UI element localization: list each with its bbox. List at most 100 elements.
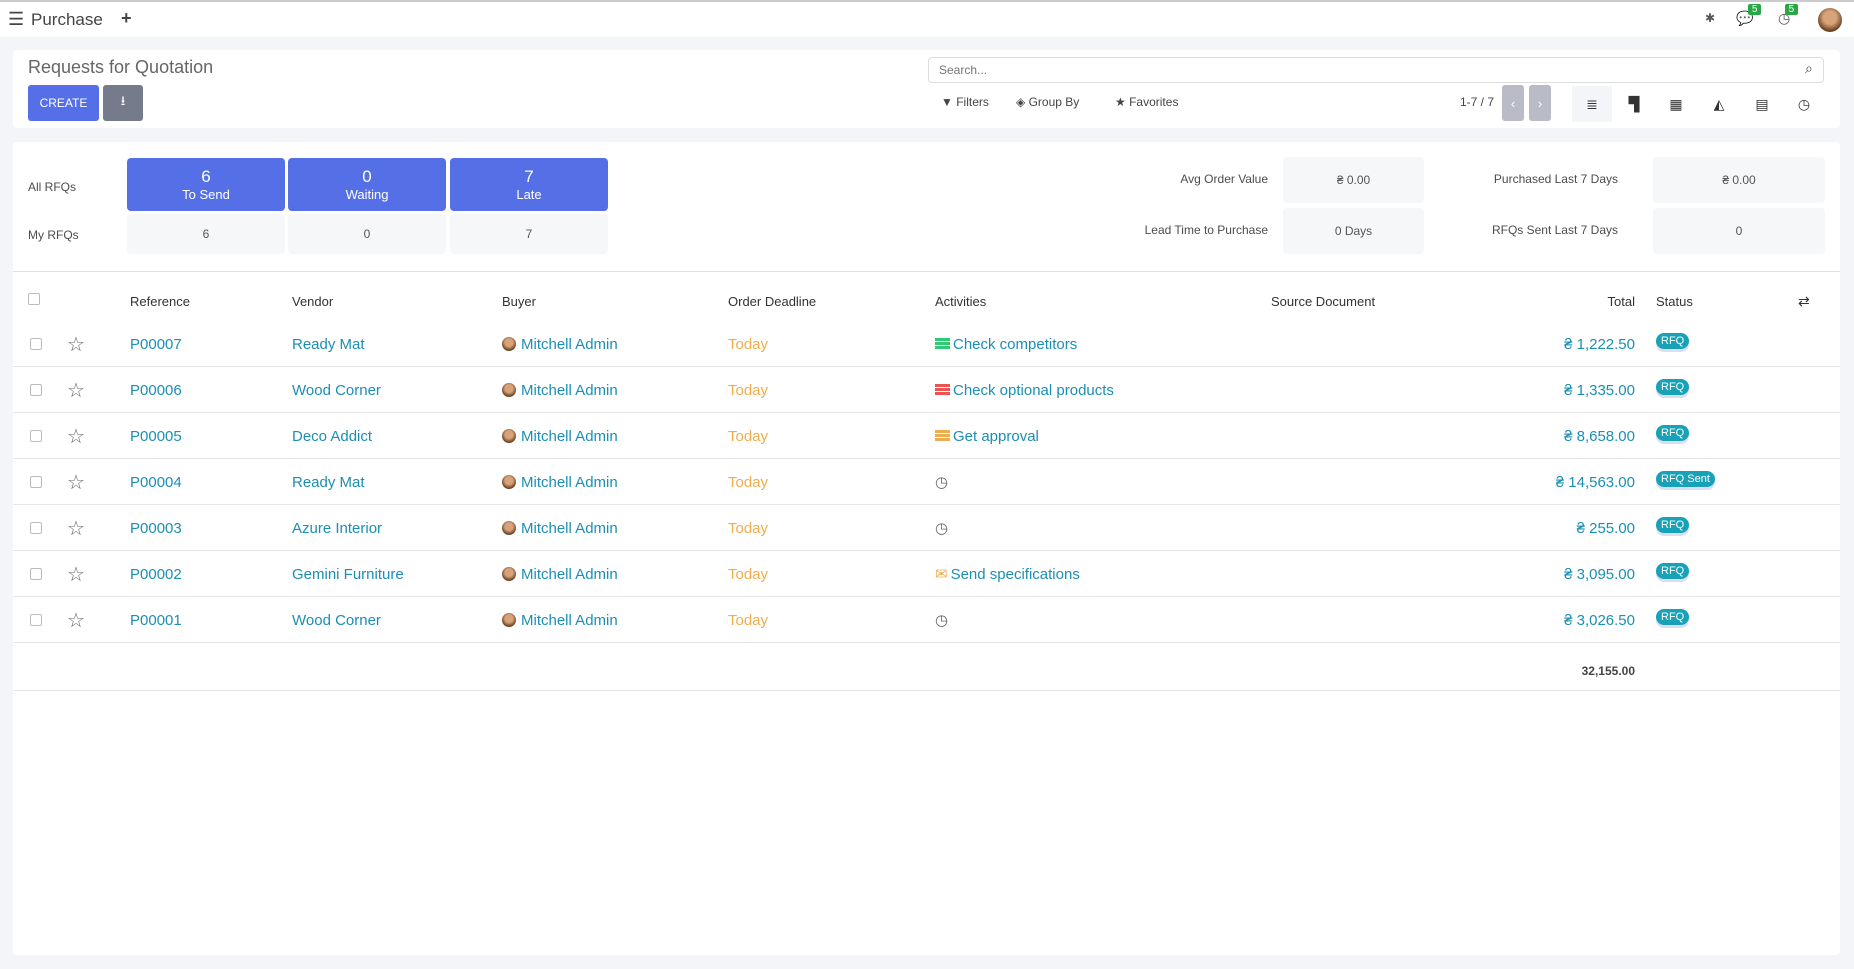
vendor[interactable]: Azure Interior <box>292 519 383 537</box>
reference[interactable]: P00006 <box>130 381 182 399</box>
new-plus-icon[interactable]: + <box>121 8 132 28</box>
row-checkbox[interactable] <box>30 568 42 580</box>
col-activities[interactable]: Activities <box>935 293 987 309</box>
row-checkbox[interactable] <box>30 476 42 488</box>
table-row[interactable]: ☆ P00002 Gemini Furniture Mitchell Admin Tod… <box>13 551 1840 597</box>
activity[interactable]: ◷ <box>935 459 952 505</box>
total: ₴ 255.00 <box>1576 519 1635 537</box>
my-late[interactable]: 7 <box>450 214 608 254</box>
table-row[interactable]: ☆ P00003 Azure Interior Mitchell Admin Today… <box>13 505 1840 551</box>
star-icon[interactable]: ☆ <box>67 379 85 402</box>
table-row[interactable]: ☆ P00004 Ready Mat Mitchell Admin Today ◷ ₴ 14… <box>13 459 1840 505</box>
buyer[interactable]: Mitchell Admin <box>502 367 618 413</box>
activity[interactable]: Get approval <box>935 413 1039 459</box>
activity[interactable]: Check optional products <box>935 367 1114 413</box>
star-icon[interactable]: ☆ <box>67 425 85 448</box>
stat-waiting[interactable]: 0 Waiting <box>288 158 446 211</box>
activity[interactable]: ◷ <box>935 505 952 551</box>
calendar-view-icon[interactable]: ▤ <box>1755 95 1769 112</box>
kanban-view-icon[interactable]: ▜ <box>1628 95 1640 112</box>
pager-previous-button[interactable]: ‹ <box>1502 85 1524 121</box>
messages-icon[interactable]: 💬 5 <box>1736 4 1762 27</box>
graph-view-icon[interactable]: ◭ <box>1713 95 1725 112</box>
envelope-icon: ✉ <box>935 566 948 583</box>
reference[interactable]: P00001 <box>130 611 182 629</box>
stat-late[interactable]: 7 Late <box>450 158 608 211</box>
vendor[interactable]: Deco Addict <box>292 427 373 445</box>
list-view-icon[interactable]: ≣ <box>1572 86 1612 122</box>
buyer[interactable]: Mitchell Admin <box>502 597 618 643</box>
vendor[interactable]: Wood Corner <box>292 381 381 399</box>
buyer[interactable]: Mitchell Admin <box>502 505 618 551</box>
user-avatar[interactable] <box>1818 8 1842 32</box>
table-row[interactable]: ☆ P00006 Wood Corner Mitchell Admin Today Che… <box>13 367 1840 413</box>
activity[interactable]: ◷ <box>935 597 952 643</box>
divider <box>13 271 1840 272</box>
stat-to-send[interactable]: 6 To Send <box>127 158 285 211</box>
col-source-document[interactable]: Source Document <box>1271 293 1376 309</box>
app-name[interactable]: Purchase <box>31 10 103 29</box>
reference[interactable]: P00007 <box>130 335 182 353</box>
clock-icon[interactable]: ◷ <box>935 520 949 537</box>
pivot-view-icon[interactable]: ▦ <box>1669 95 1683 112</box>
favorites-label: Favorites <box>1129 95 1179 109</box>
my-to-send[interactable]: 6 <box>127 214 285 254</box>
buyer[interactable]: Mitchell Admin <box>502 459 618 505</box>
col-status[interactable]: Status <box>1656 293 1693 309</box>
my-waiting[interactable]: 0 <box>288 214 446 254</box>
table-row[interactable]: ☆ P00007 Ready Mat Mitchell Admin Today Check… <box>13 321 1840 367</box>
group-by-button[interactable]: ◈ Group By <box>1016 95 1080 109</box>
table-row[interactable]: ☆ P00005 Deco Addict Mitchell Admin Today Get… <box>13 413 1840 459</box>
buyer[interactable]: Mitchell Admin <box>502 321 618 367</box>
col-order-deadline[interactable]: Order Deadline <box>728 293 817 309</box>
clock-icon[interactable]: ◷ <box>935 474 949 491</box>
todo-list-icon <box>935 430 950 442</box>
col-total[interactable]: Total <box>1607 293 1635 309</box>
search-input[interactable] <box>928 57 1824 83</box>
download-icon[interactable]: ⭳ <box>103 85 143 121</box>
vendor[interactable]: Wood Corner <box>292 611 381 629</box>
sum-total: 32,155.00 <box>1581 664 1635 678</box>
search-icon[interactable]: ⌕ <box>1805 60 1813 76</box>
pager-next-button[interactable]: › <box>1529 85 1551 121</box>
buyer[interactable]: Mitchell Admin <box>502 413 618 459</box>
vendor[interactable]: Ready Mat <box>292 473 365 491</box>
favorites-button[interactable]: ★ Favorites <box>1115 95 1179 109</box>
row-checkbox[interactable] <box>30 614 42 626</box>
row-checkbox[interactable] <box>30 522 42 534</box>
reference[interactable]: P00002 <box>130 565 182 583</box>
reference[interactable]: P00003 <box>130 519 182 537</box>
table-header: Reference Vendor Buyer Order Deadline Ac… <box>13 281 1840 321</box>
reference[interactable]: P00005 <box>130 427 182 445</box>
star-icon[interactable]: ☆ <box>67 609 85 632</box>
row-checkbox[interactable] <box>30 338 42 350</box>
messages-count: 5 <box>1747 4 1762 15</box>
vendor[interactable]: Ready Mat <box>292 335 365 353</box>
row-checkbox[interactable] <box>30 430 42 442</box>
activity[interactable]: ✉ Send specifications <box>935 551 1080 597</box>
menu-icon[interactable]: ☰ <box>8 9 25 29</box>
activity[interactable]: Check competitors <box>935 321 1077 367</box>
bug-icon[interactable]: ✱ <box>1705 11 1716 25</box>
select-all-checkbox[interactable] <box>28 293 40 305</box>
reference[interactable]: P00004 <box>130 473 182 491</box>
activity-view-icon[interactable]: ◷ <box>1797 95 1811 112</box>
star-icon[interactable]: ☆ <box>67 333 85 356</box>
col-reference[interactable]: Reference <box>130 293 190 309</box>
status-badge: RFQ <box>1656 609 1690 625</box>
star-icon[interactable]: ☆ <box>67 471 85 494</box>
star-icon[interactable]: ☆ <box>67 517 85 540</box>
create-button[interactable]: CREATE <box>28 85 99 121</box>
col-buyer[interactable]: Buyer <box>502 293 536 309</box>
vendor[interactable]: Gemini Furniture <box>292 565 404 583</box>
optional-columns-icon[interactable]: ⇄ <box>1798 292 1810 309</box>
col-vendor[interactable]: Vendor <box>292 293 334 309</box>
filters-button[interactable]: ▼ Filters <box>941 95 989 109</box>
buyer[interactable]: Mitchell Admin <box>502 551 618 597</box>
clock-icon[interactable]: ◷ <box>935 612 949 629</box>
table-row[interactable]: ☆ P00001 Wood Corner Mitchell Admin Today ◷ ₴ … <box>13 597 1840 643</box>
pager-value[interactable]: 1-7 / 7 <box>1460 95 1495 109</box>
activities-clock-icon[interactable]: ◷ 5 <box>1778 4 1799 27</box>
row-checkbox[interactable] <box>30 384 42 396</box>
star-icon[interactable]: ☆ <box>67 563 85 586</box>
